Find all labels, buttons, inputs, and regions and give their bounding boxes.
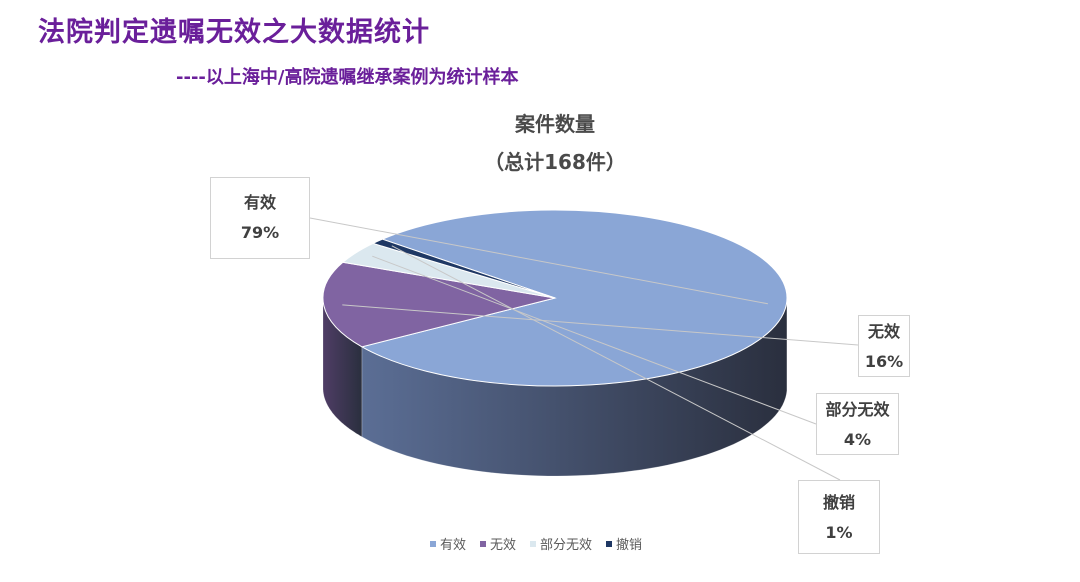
leader-line-revoked	[391, 245, 841, 481]
legend-label-partial: 部分无效	[540, 538, 593, 553]
legend: 有效 无效 部分无效 撤销	[430, 534, 642, 553]
leader-line-valid	[309, 217, 768, 305]
legend-label-invalid: 无效	[490, 538, 517, 553]
callout-revoked-percent: 1%	[825, 523, 853, 542]
callout-valid-category: 有效	[243, 193, 276, 212]
callout-partial-percent: 4%	[843, 430, 872, 449]
callout-valid: 有效 79%	[210, 177, 310, 259]
legend-swatch-valid	[430, 540, 436, 547]
pie-slice-valid	[360, 209, 788, 387]
callout-revoked: 撤销 1%	[798, 480, 880, 554]
callout-partial: 部分无效 4%	[816, 393, 899, 455]
legend-label-valid: 有效	[440, 538, 467, 553]
legend-item-valid: 有效	[430, 534, 466, 553]
callout-partial-category: 部分无效	[825, 400, 890, 419]
legend-item-partial: 部分无效	[530, 534, 592, 553]
callout-invalid-category: 无效	[867, 322, 900, 341]
pie-slice-revoked	[371, 238, 556, 299]
callout-invalid-percent: 16%	[864, 352, 904, 371]
legend-label-revoked: 撤销	[616, 538, 643, 553]
chart-title-block: 案件数量 （总计168件）	[455, 105, 655, 181]
legend-swatch-invalid	[480, 540, 487, 547]
page-title: 法院判定遗嘱无效之大数据统计	[38, 17, 430, 48]
callout-invalid: 无效 16%	[858, 315, 910, 377]
legend-item-revoked: 撤销	[606, 534, 642, 553]
leader-line-partial	[372, 255, 817, 425]
page-subtitle: ----以上海中/高院遗嘱继承案例为统计样本	[176, 67, 519, 88]
legend-swatch-partial	[530, 540, 537, 547]
callout-revoked-category: 撤销	[822, 493, 855, 512]
leader-line-invalid	[342, 304, 859, 346]
pie-slice-invalid	[322, 261, 556, 348]
legend-swatch-revoked	[606, 540, 613, 547]
callout-valid-percent: 79%	[240, 223, 280, 242]
chart-subtitle: （总计168件）	[484, 150, 626, 174]
legend-item-invalid: 无效	[480, 534, 516, 553]
chart-title: 案件数量	[515, 112, 595, 136]
